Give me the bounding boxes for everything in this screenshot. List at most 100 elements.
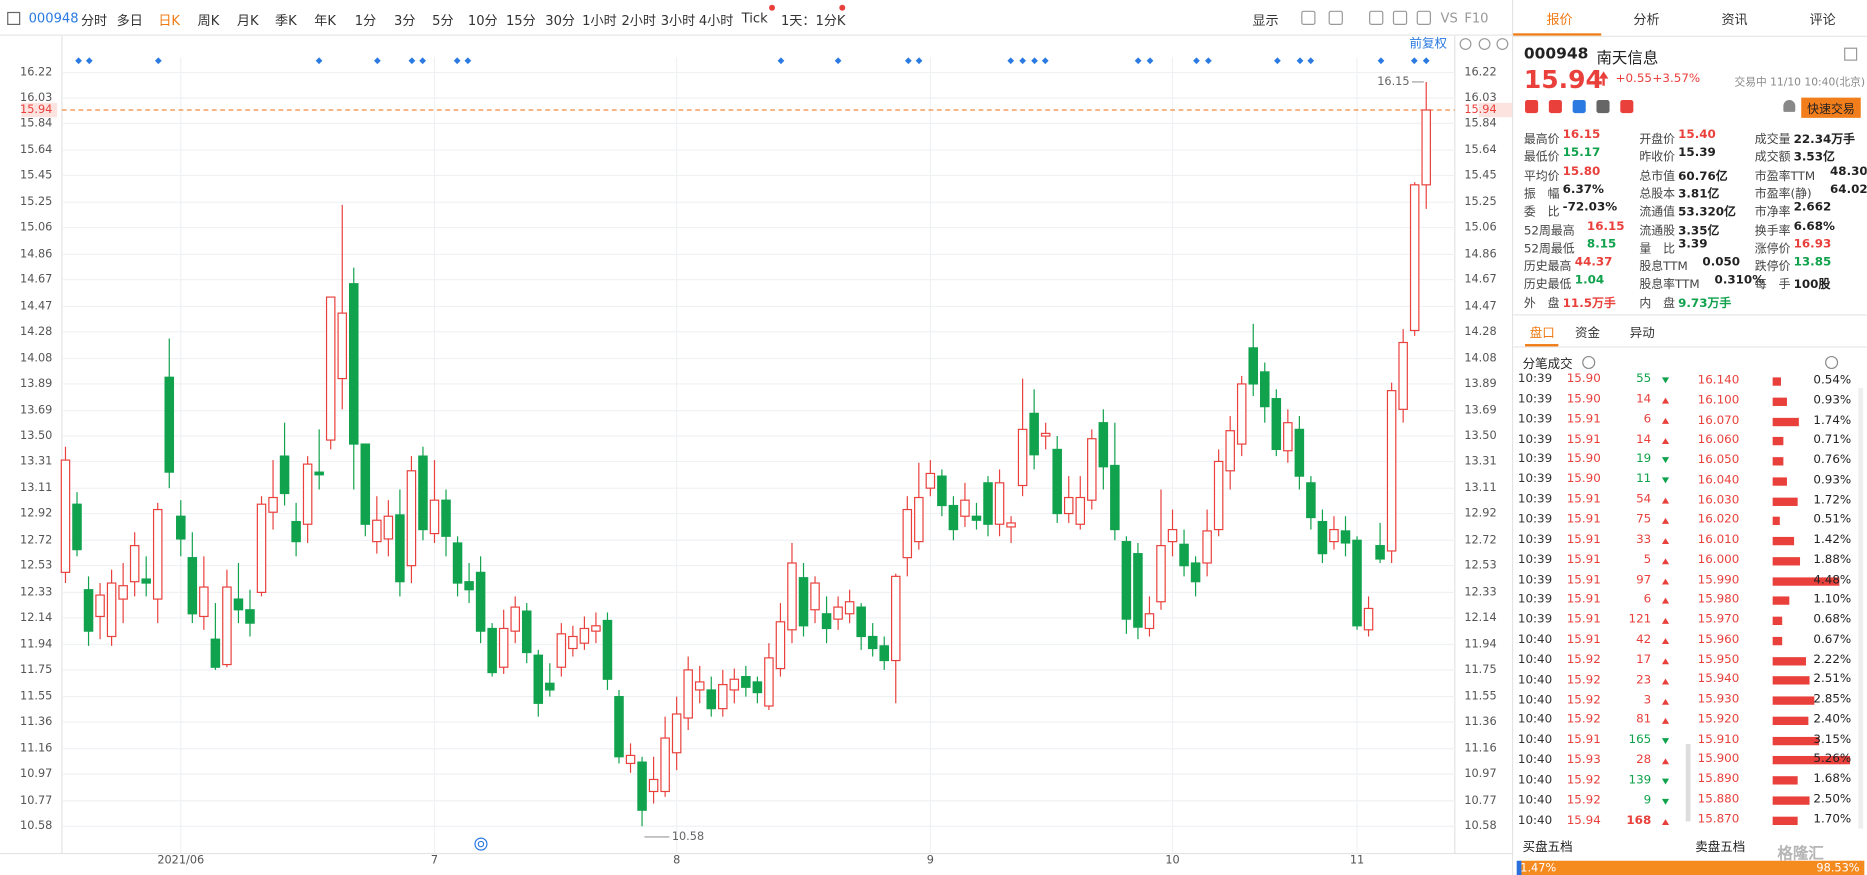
event-marker (915, 57, 923, 65)
level-bar (1772, 596, 1789, 606)
stat-value: 2.662 (1793, 201, 1832, 215)
period-tab[interactable]: 年K (314, 13, 336, 29)
sub-tab[interactable]: 盘口 (1529, 326, 1555, 341)
candle-body (464, 581, 474, 591)
level-price: 16.040 (1697, 473, 1740, 487)
trade-time: 10:40 (1517, 693, 1553, 707)
level-bar (1772, 636, 1783, 645)
trade-time: 10:40 (1517, 713, 1553, 727)
up-arrow (1661, 678, 1670, 685)
period-tab[interactable]: Tick (741, 10, 768, 27)
tool-icon[interactable] (1328, 10, 1343, 26)
period-tab[interactable]: 2小时 (621, 13, 656, 29)
y-tick-label: 15.06 (20, 221, 52, 234)
y-tick-label-right: 15.45 (1464, 168, 1496, 181)
trade-volume: 3 (1643, 693, 1652, 707)
tool-icon[interactable] (1416, 10, 1431, 26)
display-menu[interactable]: 显示 (1252, 13, 1279, 29)
trade-price: 15.91 (1566, 573, 1601, 587)
f10-button[interactable]: F10 (1464, 10, 1489, 27)
stat-label: 成交额 (1754, 151, 1791, 165)
quick-trade[interactable]: 快速交易 (1801, 97, 1861, 118)
candle-body (1409, 184, 1420, 332)
candle-body (1121, 541, 1132, 620)
level-bar (1772, 736, 1820, 745)
stat-value: 0.310% (1714, 274, 1765, 288)
y-tick-label: 12.53 (20, 559, 52, 572)
panel-tab[interactable]: 报价 (1546, 11, 1573, 28)
candle-body (129, 545, 140, 583)
candle-body (1190, 562, 1201, 583)
tool-icon[interactable] (1369, 10, 1384, 26)
level-bar (1772, 417, 1799, 426)
period-tab[interactable]: 月K (236, 13, 259, 29)
tool-icon[interactable] (1392, 10, 1408, 26)
period-tab[interactable]: 10分 (467, 13, 498, 29)
adjust-toggle[interactable]: 前复权 (1410, 36, 1448, 51)
level-price: 16.070 (1697, 413, 1740, 427)
trade-volume: 75 (1636, 513, 1652, 527)
tool-icon[interactable] (1301, 10, 1316, 26)
trade-price: 15.90 (1566, 372, 1601, 386)
candle-body (210, 638, 221, 668)
stat-label: 外 盘 (1523, 297, 1560, 311)
candle-body (1294, 428, 1305, 477)
y-tick-label: 10.77 (20, 794, 52, 807)
event-marker (1422, 57, 1430, 65)
up-arrow (1661, 537, 1670, 544)
period-tab[interactable]: 4小时 (698, 13, 734, 29)
panel-tab[interactable]: 评论 (1809, 11, 1836, 28)
stat-value: 16.93 (1793, 237, 1832, 251)
y-tick-label: 14.67 (20, 273, 52, 286)
candle-body (948, 504, 959, 531)
period-tab[interactable]: 分时 (80, 13, 108, 29)
sub-tab[interactable]: 资金 (1575, 326, 1601, 341)
y-tick-label: 14.86 (20, 247, 52, 260)
period-tab[interactable]: 日K (158, 13, 181, 29)
period-tab[interactable]: 3小时 (660, 13, 696, 29)
vs-button[interactable]: VS (1440, 10, 1458, 27)
icon[interactable] (1478, 38, 1491, 51)
period-tab[interactable]: 多日 (116, 13, 143, 29)
period-tab[interactable]: 周K (197, 13, 220, 29)
y-tick-label-right: 13.69 (1464, 404, 1496, 417)
candle-body (302, 463, 313, 525)
stat-value: 53.320亿 (1678, 206, 1736, 220)
candle-body (879, 645, 889, 662)
candle-body (1098, 422, 1109, 468)
period-tab[interactable]: 1天：1分K (780, 13, 846, 29)
stock-code[interactable]: 000948 (28, 10, 79, 27)
period-tab[interactable]: 季K (275, 13, 297, 29)
period-tab[interactable]: 5分 (432, 13, 454, 29)
candle-body (821, 613, 832, 630)
trade-price: 15.92 (1566, 693, 1601, 707)
trade-volume: 5 (1643, 553, 1652, 567)
trade-list: 10:39 15.90 55 10:39 15.90 14 10:39 15.91 6 10:39… (1513, 373, 1692, 830)
trade-price: 15.93 (1566, 753, 1601, 767)
y-tick-label-right: 10.97 (1464, 767, 1496, 780)
candle-body (1421, 109, 1431, 186)
down-arrow (1661, 798, 1670, 805)
panel-tab[interactable]: 分析 (1633, 11, 1660, 28)
badge-icon (1596, 100, 1610, 114)
candle-body (106, 582, 117, 638)
stat-label: 市净率 (1754, 206, 1791, 220)
level-price: 15.890 (1697, 772, 1740, 786)
period-tab[interactable]: 15分 (505, 13, 536, 29)
sub-tab[interactable]: 异动 (1629, 326, 1655, 341)
period-tab[interactable]: 30分 (545, 13, 576, 29)
panel-tab[interactable]: 资讯 (1721, 11, 1748, 28)
event-icon[interactable] (474, 837, 488, 851)
period-tab[interactable]: 1小时 (582, 13, 617, 29)
icon[interactable] (1459, 38, 1472, 51)
level-pct: 5.26% (1813, 752, 1852, 766)
bid-label: 买盘五档 (1522, 840, 1573, 855)
period-tab[interactable]: 1分 (354, 13, 377, 29)
level-bar (1772, 756, 1851, 765)
trade-volume: 139 (1628, 773, 1652, 787)
period-tab[interactable]: 3分 (394, 13, 416, 29)
icon[interactable] (1496, 38, 1509, 51)
stat-value: 100股 (1793, 279, 1831, 293)
last-price-label: 15.94 (20, 103, 52, 116)
y-tick-label: 12.92 (20, 507, 52, 520)
